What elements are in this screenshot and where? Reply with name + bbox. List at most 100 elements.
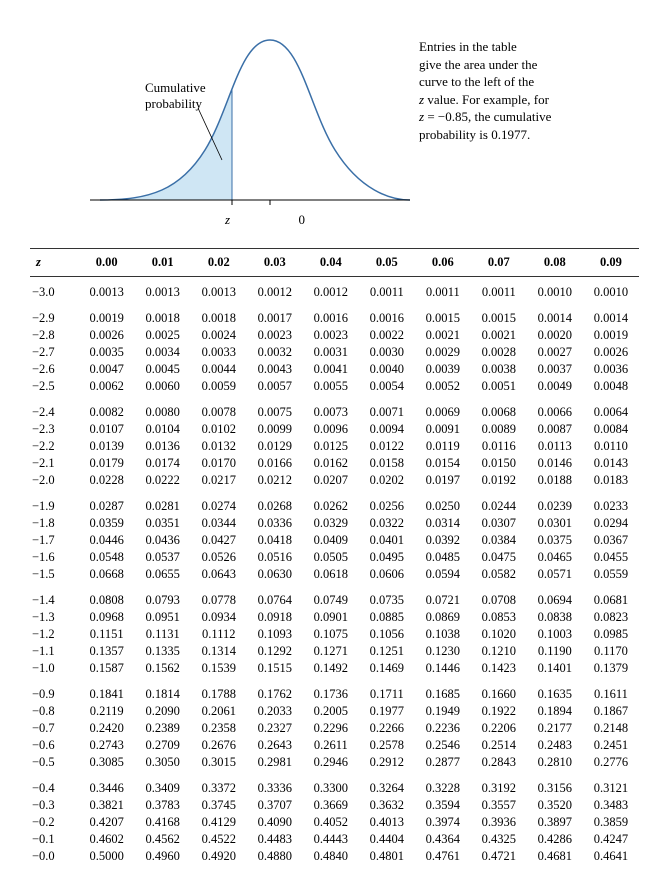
prob-cell: 0.0025 bbox=[135, 327, 191, 344]
z-cell: −2.3 bbox=[30, 421, 79, 438]
prob-cell: 0.1357 bbox=[79, 643, 135, 660]
prob-cell: 0.2776 bbox=[583, 754, 639, 771]
z-cell: −0.3 bbox=[30, 797, 79, 814]
prob-cell: 0.0268 bbox=[247, 489, 303, 515]
cumulative-label: Cumulative probability bbox=[145, 80, 206, 111]
prob-cell: 0.0495 bbox=[359, 549, 415, 566]
prob-cell: 0.1210 bbox=[471, 643, 527, 660]
z-cell: −1.2 bbox=[30, 626, 79, 643]
prob-cell: 0.4920 bbox=[191, 848, 247, 865]
prob-cell: 0.2266 bbox=[359, 720, 415, 737]
prob-cell: 0.0256 bbox=[359, 489, 415, 515]
prob-cell: 0.0606 bbox=[359, 566, 415, 583]
prob-cell: 0.0150 bbox=[471, 455, 527, 472]
prob-cell: 0.4013 bbox=[359, 814, 415, 831]
prob-cell: 0.1841 bbox=[79, 677, 135, 703]
table-row: −0.40.34460.34090.33720.33360.33000.3264… bbox=[30, 771, 639, 797]
prob-cell: 0.0052 bbox=[415, 378, 471, 395]
prob-cell: 0.2643 bbox=[247, 737, 303, 754]
prob-cell: 0.0059 bbox=[191, 378, 247, 395]
prob-cell: 0.1131 bbox=[135, 626, 191, 643]
cumulative-label-line1: Cumulative bbox=[145, 80, 206, 95]
prob-cell: 0.4443 bbox=[303, 831, 359, 848]
prob-cell: 0.3974 bbox=[415, 814, 471, 831]
prob-cell: 0.4129 bbox=[191, 814, 247, 831]
table-row: −1.10.13570.13350.13140.12920.12710.1251… bbox=[30, 643, 639, 660]
prob-cell: 0.1003 bbox=[527, 626, 583, 643]
prob-cell: 0.0681 bbox=[583, 583, 639, 609]
prob-cell: 0.0035 bbox=[79, 344, 135, 361]
col-header: 0.03 bbox=[247, 249, 303, 277]
z-cell: −2.6 bbox=[30, 361, 79, 378]
prob-cell: 0.4247 bbox=[583, 831, 639, 848]
prob-cell: 0.0192 bbox=[471, 472, 527, 489]
prob-cell: 0.0179 bbox=[79, 455, 135, 472]
prob-cell: 0.0011 bbox=[415, 277, 471, 302]
prob-cell: 0.1423 bbox=[471, 660, 527, 677]
z-cell: −2.1 bbox=[30, 455, 79, 472]
prob-cell: 0.4801 bbox=[359, 848, 415, 865]
prob-cell: 0.2236 bbox=[415, 720, 471, 737]
prob-cell: 0.3050 bbox=[135, 754, 191, 771]
prob-cell: 0.3264 bbox=[359, 771, 415, 797]
prob-cell: 0.1492 bbox=[303, 660, 359, 677]
prob-cell: 0.0119 bbox=[415, 438, 471, 455]
prob-cell: 0.0668 bbox=[79, 566, 135, 583]
prob-cell: 0.1562 bbox=[135, 660, 191, 677]
prob-cell: 0.5000 bbox=[79, 848, 135, 865]
prob-cell: 0.4840 bbox=[303, 848, 359, 865]
prob-cell: 0.1038 bbox=[415, 626, 471, 643]
prob-cell: 0.2946 bbox=[303, 754, 359, 771]
cumulative-label-line2: probability bbox=[145, 96, 202, 111]
table-header-row: z 0.00 0.01 0.02 0.03 0.04 0.05 0.06 0.0… bbox=[30, 249, 639, 277]
z-cell: −1.7 bbox=[30, 532, 79, 549]
prob-cell: 0.2810 bbox=[527, 754, 583, 771]
prob-cell: 0.0764 bbox=[247, 583, 303, 609]
prob-cell: 0.4168 bbox=[135, 814, 191, 831]
prob-cell: 0.0041 bbox=[303, 361, 359, 378]
prob-cell: 0.0024 bbox=[191, 327, 247, 344]
prob-cell: 0.0427 bbox=[191, 532, 247, 549]
prob-cell: 0.0125 bbox=[303, 438, 359, 455]
prob-cell: 0.0113 bbox=[527, 438, 583, 455]
prob-cell: 0.0143 bbox=[583, 455, 639, 472]
prob-cell: 0.2327 bbox=[247, 720, 303, 737]
prob-cell: 0.3372 bbox=[191, 771, 247, 797]
prob-cell: 0.0409 bbox=[303, 532, 359, 549]
caption: Entries in the table give the area under… bbox=[419, 38, 629, 143]
prob-cell: 0.0375 bbox=[527, 532, 583, 549]
prob-cell: 0.3228 bbox=[415, 771, 471, 797]
prob-cell: 0.3156 bbox=[527, 771, 583, 797]
prob-cell: 0.3745 bbox=[191, 797, 247, 814]
prob-cell: 0.1922 bbox=[471, 703, 527, 720]
table-row: −0.10.46020.45620.45220.44830.44430.4404… bbox=[30, 831, 639, 848]
prob-cell: 0.1711 bbox=[359, 677, 415, 703]
prob-cell: 0.0537 bbox=[135, 549, 191, 566]
col-header: 0.06 bbox=[415, 249, 471, 277]
prob-cell: 0.0274 bbox=[191, 489, 247, 515]
prob-cell: 0.0033 bbox=[191, 344, 247, 361]
table-row: −0.20.42070.41680.41290.40900.40520.4013… bbox=[30, 814, 639, 831]
prob-cell: 0.0017 bbox=[247, 301, 303, 327]
prob-cell: 0.0708 bbox=[471, 583, 527, 609]
prob-cell: 0.0594 bbox=[415, 566, 471, 583]
prob-cell: 0.0082 bbox=[79, 395, 135, 421]
prob-cell: 0.0329 bbox=[303, 515, 359, 532]
prob-cell: 0.2877 bbox=[415, 754, 471, 771]
prob-cell: 0.3859 bbox=[583, 814, 639, 831]
z-cell: −2.2 bbox=[30, 438, 79, 455]
prob-cell: 0.4286 bbox=[527, 831, 583, 848]
prob-cell: 0.0048 bbox=[583, 378, 639, 395]
prob-cell: 0.3557 bbox=[471, 797, 527, 814]
prob-cell: 0.3783 bbox=[135, 797, 191, 814]
prob-cell: 0.0062 bbox=[79, 378, 135, 395]
prob-cell: 0.0643 bbox=[191, 566, 247, 583]
prob-cell: 0.2090 bbox=[135, 703, 191, 720]
prob-cell: 0.0047 bbox=[79, 361, 135, 378]
prob-cell: 0.0735 bbox=[359, 583, 415, 609]
prob-cell: 0.1685 bbox=[415, 677, 471, 703]
prob-cell: 0.0793 bbox=[135, 583, 191, 609]
prob-cell: 0.1075 bbox=[303, 626, 359, 643]
z-cell: −1.5 bbox=[30, 566, 79, 583]
prob-cell: 0.1814 bbox=[135, 677, 191, 703]
